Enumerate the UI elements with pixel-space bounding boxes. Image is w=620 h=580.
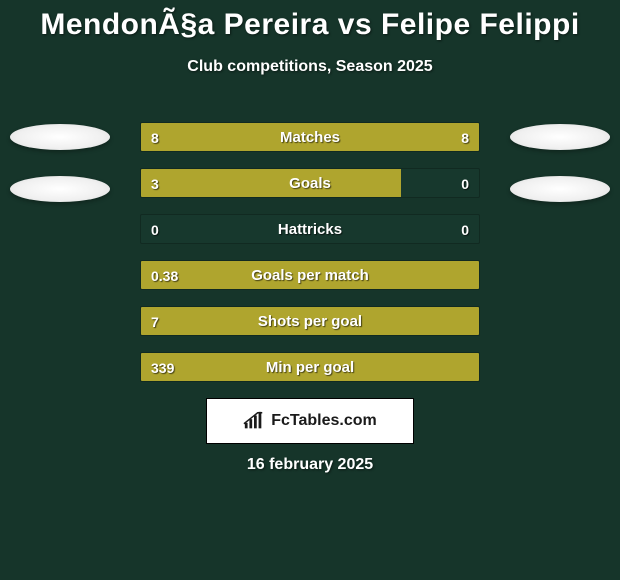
stat-row: 0.38Goals per match [140, 260, 480, 290]
stat-row: 339Min per goal [140, 352, 480, 382]
stat-value-right: 8 [461, 123, 469, 152]
stats-panel: 8Matches83Goals00Hattricks00.38Goals per… [140, 122, 480, 398]
stat-row: 0Hattricks0 [140, 214, 480, 244]
stat-label: Goals [141, 169, 479, 198]
stat-label: Shots per goal [141, 307, 479, 336]
team-left-emblem-2 [10, 176, 110, 202]
brand-box: FcTables.com [206, 398, 414, 444]
stat-row: 8Matches8 [140, 122, 480, 152]
stat-value-right: 0 [461, 169, 469, 198]
stat-row: 3Goals0 [140, 168, 480, 198]
stat-label: Goals per match [141, 261, 479, 290]
stat-row: 7Shots per goal [140, 306, 480, 336]
team-right-emblem [510, 124, 610, 150]
stat-label: Hattricks [141, 215, 479, 244]
brand-text: FcTables.com [271, 412, 377, 430]
team-left-emblem [10, 124, 110, 150]
stat-label: Matches [141, 123, 479, 152]
stat-label: Min per goal [141, 353, 479, 382]
brand-chart-icon [243, 411, 265, 431]
team-right-emblem-2 [510, 176, 610, 202]
stat-value-right: 0 [461, 215, 469, 244]
date-label: 16 february 2025 [0, 456, 620, 474]
subtitle: Club competitions, Season 2025 [0, 58, 620, 76]
page-title: MendonÃ§a Pereira vs Felipe Felippi [0, 0, 620, 42]
